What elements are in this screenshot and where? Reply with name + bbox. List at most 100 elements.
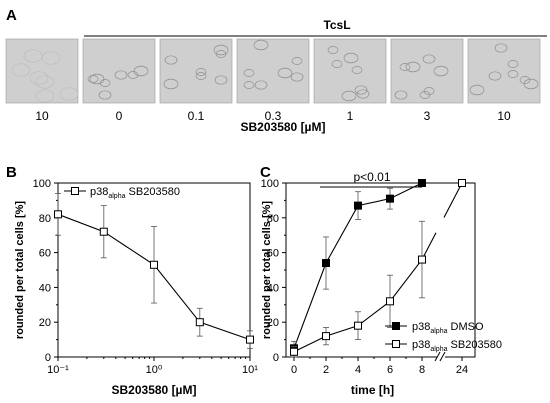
- micrograph-tile: [467, 38, 541, 104]
- cell-texture: [254, 80, 268, 90]
- cell-texture: [87, 75, 99, 83]
- x-tick-label: 10¹: [242, 364, 258, 376]
- cell-texture: [327, 46, 339, 54]
- cell-texture: [164, 55, 178, 65]
- panel-b-letter: B: [6, 164, 17, 181]
- data-point: [322, 332, 330, 341]
- cell-texture: [331, 60, 343, 68]
- cell-texture: [253, 39, 269, 51]
- cell-texture: [399, 63, 411, 71]
- y-tick-label: 0: [273, 352, 279, 364]
- y-tick-label: 40: [267, 282, 279, 294]
- cell-texture: [59, 87, 79, 101]
- micrograph-tile: [390, 38, 464, 104]
- y-tick-label: 40: [39, 282, 51, 294]
- x-tick-label: 10⁻¹: [47, 364, 69, 376]
- cell-texture: [41, 51, 61, 65]
- legend-marker: [392, 322, 400, 330]
- x-tick-label: 2: [323, 364, 329, 376]
- data-point: [354, 201, 362, 210]
- micrograph-row: [5, 38, 541, 104]
- data-point: [386, 297, 394, 306]
- cell-texture: [243, 69, 255, 77]
- cell-texture: [213, 44, 229, 56]
- data-point: [354, 321, 362, 330]
- x-tick-label: 4: [355, 364, 361, 376]
- cell-texture: [507, 70, 519, 78]
- axis-break-mark: [434, 351, 441, 362]
- cell-texture: [11, 63, 31, 77]
- cell-texture: [291, 57, 303, 65]
- cell-texture: [494, 43, 508, 53]
- concentration-label: 0.3: [265, 109, 282, 123]
- cell-texture: [133, 65, 149, 77]
- x-tick-label: 10⁰: [146, 364, 163, 376]
- cell-texture: [215, 50, 227, 58]
- legend-label: p38alpha SB203580: [412, 339, 502, 353]
- micrograph-tile: [313, 38, 387, 104]
- panel-c-letter: C: [260, 164, 271, 181]
- concentration-label: 3: [424, 109, 431, 123]
- data-point: [458, 179, 466, 187]
- data-point: [418, 255, 426, 264]
- panel-a-letter: A: [6, 7, 17, 24]
- data-point: [150, 260, 158, 269]
- concentration-label: 1: [347, 109, 354, 123]
- data-point: [290, 347, 298, 356]
- data-point: [54, 210, 62, 219]
- cell-texture: [195, 68, 207, 76]
- series-line: [443, 182, 463, 218]
- cell-texture: [341, 90, 357, 102]
- cell-texture: [423, 87, 435, 95]
- y-axis-label: rounded per total cells [%]: [14, 201, 26, 339]
- cell-texture: [290, 72, 304, 82]
- data-point: [418, 179, 426, 187]
- micrograph-tile: [236, 38, 310, 104]
- y-tick-label: 0: [45, 352, 51, 364]
- cell-texture: [356, 89, 370, 99]
- y-tick-label: 60: [39, 248, 51, 260]
- concentration-label: 0.1: [188, 109, 205, 123]
- cell-texture: [29, 71, 49, 85]
- concentration-labels: 10 0 0.1 0.3 1 3 10: [35, 109, 511, 123]
- cell-texture: [127, 71, 139, 79]
- x-tick-label: 6: [387, 364, 393, 376]
- axis-break-gap: [437, 353, 445, 361]
- cell-texture: [35, 89, 55, 103]
- cell-texture: [351, 66, 363, 74]
- y-tick-label: 100: [33, 178, 51, 190]
- cell-texture: [99, 79, 111, 87]
- cell-texture: [114, 70, 128, 80]
- cell-texture: [23, 49, 43, 63]
- cell-texture: [343, 52, 359, 64]
- cell-texture: [419, 91, 431, 99]
- data-point: [246, 335, 254, 344]
- legend-marker: [71, 187, 79, 195]
- cell-texture: [214, 75, 228, 85]
- cell-texture: [277, 67, 293, 79]
- tcsl-label: TcsL: [323, 18, 350, 32]
- legend-marker: [392, 340, 400, 348]
- axis-break-mark: [439, 351, 446, 362]
- x-tick-label: 0: [291, 364, 297, 376]
- cell-texture: [523, 78, 539, 90]
- x-tick-label: 24: [456, 364, 468, 376]
- cell-texture: [507, 60, 519, 68]
- cell-texture: [405, 61, 421, 73]
- y-tick-label: 100: [261, 178, 279, 190]
- x-tick-label: 8: [419, 364, 425, 376]
- data-point: [99, 227, 108, 236]
- data-point: [386, 194, 394, 203]
- y-tick-label: 80: [39, 213, 51, 225]
- cell-texture: [469, 84, 485, 96]
- y-tick-label: 60: [267, 248, 279, 260]
- cell-texture: [354, 85, 368, 95]
- cell-texture: [98, 90, 112, 100]
- series-line: [421, 232, 437, 260]
- cell-texture: [394, 90, 408, 100]
- y-tick-label: 20: [267, 317, 279, 329]
- cell-texture: [195, 72, 207, 80]
- data-point: [195, 318, 204, 327]
